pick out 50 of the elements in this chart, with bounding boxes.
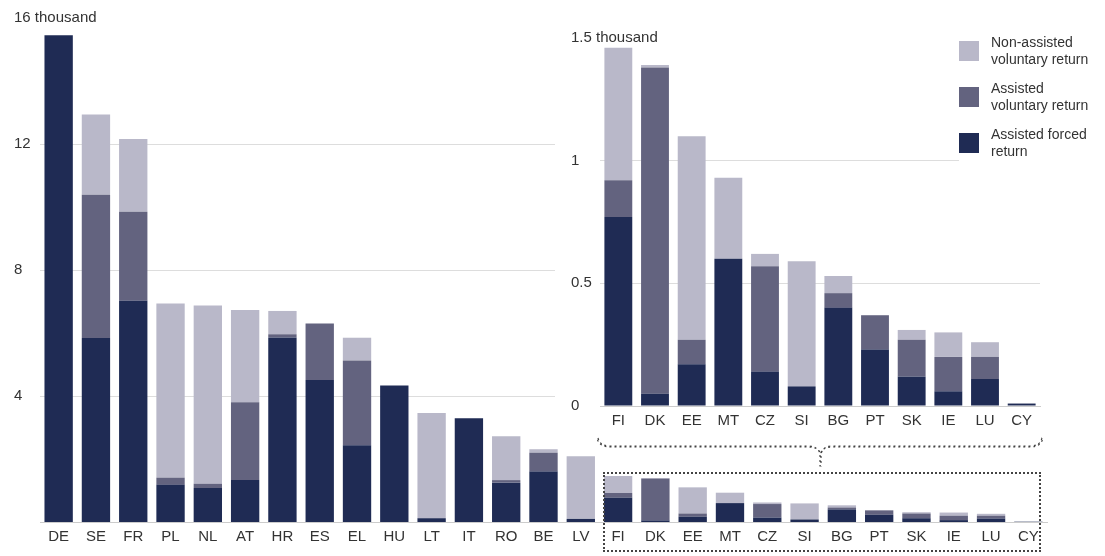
y-tick-label: 0.5	[571, 273, 592, 291]
x-tick-label: IE	[946, 527, 961, 545]
x-tick-label: CZ	[755, 411, 775, 429]
x-tick-label: FR	[123, 527, 144, 545]
x-tick-label: ES	[309, 527, 330, 545]
x-tick-label: BE	[533, 527, 554, 545]
x-tick-label: RO	[494, 527, 518, 545]
x-tick-label: EE	[681, 411, 702, 429]
x-tick-label: MT	[719, 527, 741, 545]
x-tick-label: EL	[347, 527, 367, 545]
x-tick-label: FI	[611, 411, 626, 429]
x-tick-label: PT	[865, 411, 885, 429]
x-tick-label: CY	[1017, 527, 1039, 545]
x-tick-label: HU	[383, 527, 406, 545]
y-tick-label: 0	[571, 396, 580, 414]
x-tick-label: SK	[906, 527, 927, 545]
x-tick-label: EE	[682, 527, 703, 545]
y-tick-label: 12	[14, 134, 31, 152]
legend-label: Assisted forced return	[991, 126, 1088, 160]
x-tick-label: BG	[831, 527, 853, 545]
x-tick-label: NL	[198, 527, 218, 545]
legend-label: Assisted voluntary return	[991, 80, 1090, 114]
x-tick-label: IT	[462, 527, 476, 545]
x-tick-label: DE	[48, 527, 70, 545]
x-tick-label: MT	[717, 411, 740, 429]
x-tick-label: IE	[941, 411, 956, 429]
y-tick-label: 1	[571, 150, 580, 168]
x-tick-label: BG	[827, 411, 850, 429]
x-tick-label: DK	[644, 411, 666, 429]
y-tick-label: 8	[14, 260, 23, 278]
x-tick-label: LU	[975, 411, 995, 429]
x-tick-label: PL	[161, 527, 180, 545]
x-tick-label: CY	[1011, 411, 1033, 429]
x-tick-label: PT	[869, 527, 889, 545]
x-tick-label: AT	[236, 527, 255, 545]
legend-label: Non-assisted voluntary return	[991, 34, 1090, 68]
x-tick-label: FI	[611, 527, 625, 545]
x-tick-label: LT	[423, 527, 440, 545]
y-tick-label: 4	[14, 386, 23, 404]
x-tick-label: SI	[794, 411, 809, 429]
x-tick-label: SK	[901, 411, 922, 429]
x-tick-label: LU	[981, 527, 1001, 545]
x-tick-label: CZ	[757, 527, 778, 545]
y-tick-label: 16 thousand	[14, 8, 97, 26]
x-tick-label: HR	[271, 527, 294, 545]
x-tick-label: LV	[572, 527, 590, 545]
x-tick-label: DK	[644, 527, 666, 545]
x-tick-label: SI	[797, 527, 812, 545]
x-tick-label: SE	[85, 527, 106, 545]
y-tick-label: 1.5 thousand	[571, 28, 658, 46]
